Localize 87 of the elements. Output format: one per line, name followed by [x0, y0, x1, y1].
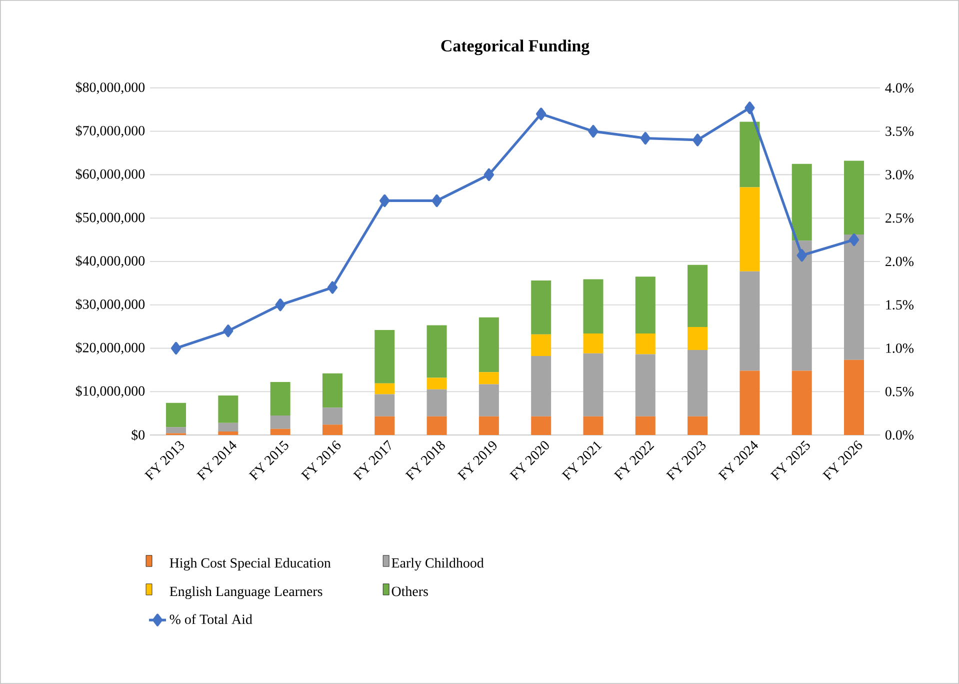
bar: [426, 378, 447, 390]
bar: [531, 356, 552, 416]
point: [692, 134, 703, 146]
bar: [635, 276, 656, 334]
y2-tick-label: 1.5%: [886, 300, 914, 310]
bar: [844, 160, 864, 235]
bar: [792, 164, 812, 241]
bar: [635, 416, 656, 436]
y-tick-label: $70,000,000: [76, 125, 145, 138]
bar: [531, 416, 552, 436]
bar: [740, 370, 760, 436]
bar: [478, 384, 499, 416]
point: [536, 108, 546, 120]
point: [432, 194, 442, 208]
bar: [478, 317, 499, 372]
bar: [478, 372, 499, 384]
bar: [583, 353, 604, 416]
bar: [374, 330, 395, 384]
bar: [166, 402, 186, 428]
bar: [270, 382, 290, 416]
bar: [792, 370, 812, 436]
y-tick-label: $20,000,000: [76, 342, 145, 354]
bar: [531, 334, 552, 356]
bar: [218, 432, 238, 436]
bar: [218, 422, 238, 432]
bar: [688, 416, 708, 436]
point: [640, 132, 650, 145]
point: [223, 324, 234, 338]
point: [484, 168, 494, 182]
bar: [740, 271, 760, 371]
y-tick-label: $50,000,000: [76, 212, 145, 224]
bar: [740, 187, 760, 272]
bar: [374, 416, 395, 436]
bar: [688, 350, 708, 416]
point: [744, 102, 755, 114]
y-tick-label: $80,000,000: [76, 82, 145, 94]
y-tick-label: $30,000,000: [76, 298, 145, 311]
legend-label: High Cost Special Education: [170, 558, 331, 571]
bar: [740, 122, 760, 188]
y2-tick-label: 0.5%: [885, 386, 914, 396]
bar: [688, 326, 708, 350]
point: [170, 342, 182, 355]
bar: [583, 416, 604, 436]
point: [275, 298, 286, 312]
y2-tick-label: 1.0%: [886, 344, 914, 353]
bar: [583, 334, 604, 354]
y-tick-label: $60,000,000: [76, 168, 145, 181]
legend-label: Early Childhood: [392, 558, 484, 571]
y2-tick-label: 3.0%: [886, 170, 914, 180]
legend-label: Others: [392, 586, 428, 596]
bar: [270, 428, 290, 436]
point: [848, 233, 860, 246]
bar: [583, 279, 604, 334]
y2-tick-label: 2.0%: [886, 256, 914, 266]
point: [380, 194, 390, 208]
bar: [426, 325, 447, 378]
bar: [426, 389, 447, 416]
bar: [635, 334, 656, 354]
y2-tick-label: 0.0%: [885, 430, 914, 440]
legend-label: % of Total Aid: [170, 614, 252, 624]
bar: [218, 396, 238, 423]
bar: [844, 360, 864, 436]
bar: [374, 383, 395, 394]
bar: [688, 264, 708, 327]
bar: [374, 394, 395, 416]
point: [588, 125, 598, 138]
bar: [270, 415, 290, 429]
y-tick-label: $40,000,000: [76, 255, 145, 268]
chart-title: Categorical Funding: [441, 40, 590, 56]
bar: [322, 373, 342, 408]
bar: [792, 240, 812, 371]
y2-tick-label: 4.0%: [885, 83, 914, 93]
point: [327, 281, 338, 294]
point: [796, 249, 807, 262]
y-tick-label: $10,000,000: [76, 386, 145, 398]
legend-label: English Language Learners: [170, 586, 322, 600]
bar: [531, 280, 552, 334]
y2-tick-label: 2.5%: [886, 213, 914, 223]
bar: [166, 427, 186, 434]
bar: [322, 424, 342, 436]
bar: [478, 416, 499, 436]
y2-tick-label: 3.5%: [886, 126, 914, 136]
bar: [844, 234, 864, 360]
bar: [635, 354, 656, 416]
y-tick-label: $0: [132, 429, 145, 441]
bar: [322, 408, 342, 425]
bar: [426, 416, 447, 436]
